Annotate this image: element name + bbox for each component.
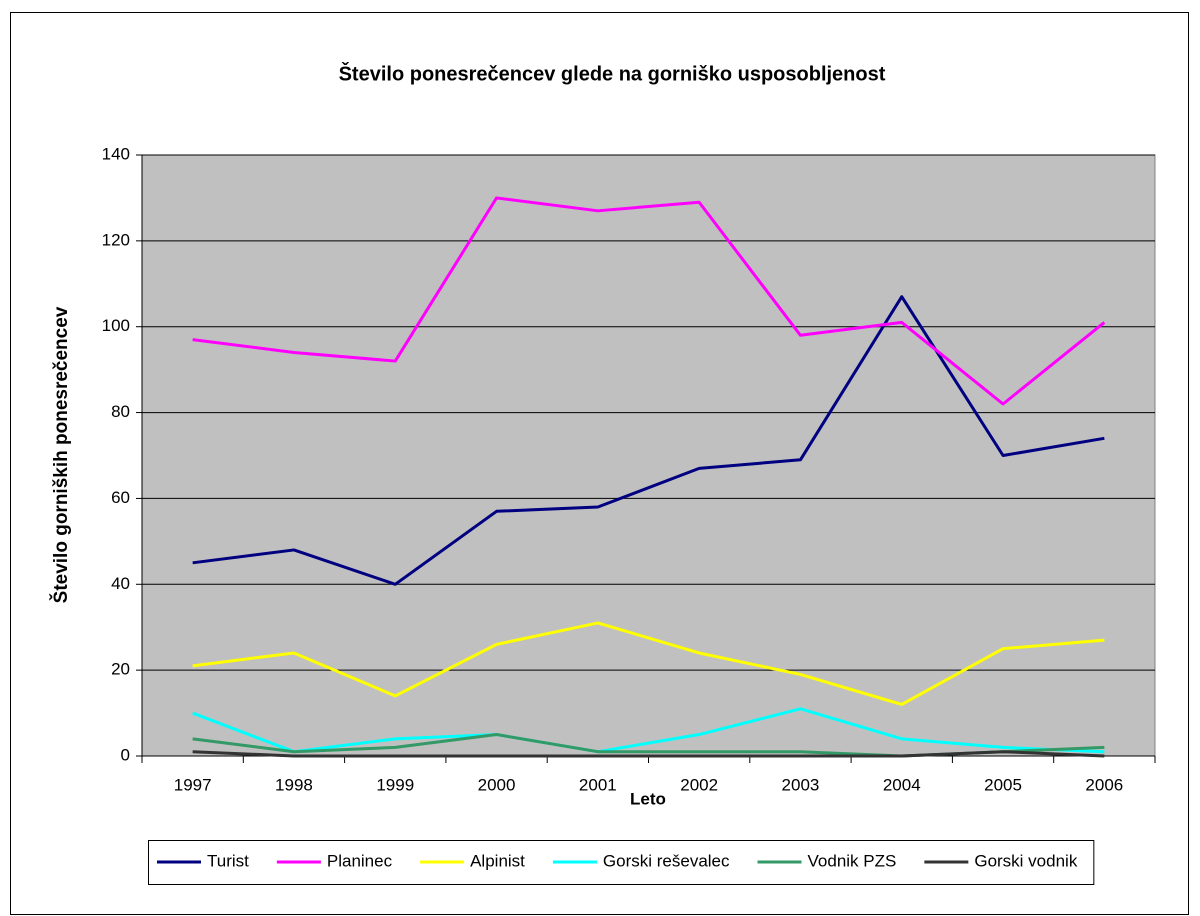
series-line [192, 707, 1105, 754]
legend-label: Gorski vodnik [974, 851, 1077, 870]
x-tick-label: 1998 [275, 775, 313, 794]
y-tick-label: 60 [111, 488, 130, 507]
x-tick-label: 2000 [478, 775, 516, 794]
y-tick-label: 20 [111, 660, 130, 679]
y-tick-label: 120 [102, 230, 130, 249]
legend-label: Alpinist [470, 851, 525, 870]
legend-label: Gorski reševalec [603, 851, 730, 870]
legend-label: Vodnik PZS [808, 851, 897, 870]
chart-title: Število ponesrečencev glede na gorniško … [339, 61, 886, 85]
y-tick-label: 80 [111, 402, 130, 421]
series-line [192, 750, 1105, 758]
legend-label: Turist [207, 851, 249, 870]
x-tick-label: 2003 [782, 775, 820, 794]
y-axis-label: Število gorniških ponesrečencev [50, 306, 72, 603]
series-line [192, 196, 1106, 406]
y-tick-label: 100 [102, 316, 130, 335]
x-tick-label: 2002 [680, 775, 718, 794]
x-tick-label: 2004 [883, 775, 921, 794]
series-line [192, 621, 1105, 706]
x-tick-label: 1999 [376, 775, 414, 794]
legend-label: Planinec [327, 851, 393, 870]
plot-area [141, 154, 1156, 757]
x-tick-label: 2006 [1085, 775, 1123, 794]
y-tick-label: 0 [121, 745, 130, 764]
x-axis-label: Leto [630, 789, 666, 808]
x-tick-label: 1997 [174, 775, 212, 794]
x-tick-label: 2001 [579, 775, 617, 794]
x-tick-label: 2005 [984, 775, 1022, 794]
y-tick-label: 140 [102, 144, 130, 163]
series-line [192, 295, 1105, 586]
y-tick-label: 40 [111, 574, 130, 593]
